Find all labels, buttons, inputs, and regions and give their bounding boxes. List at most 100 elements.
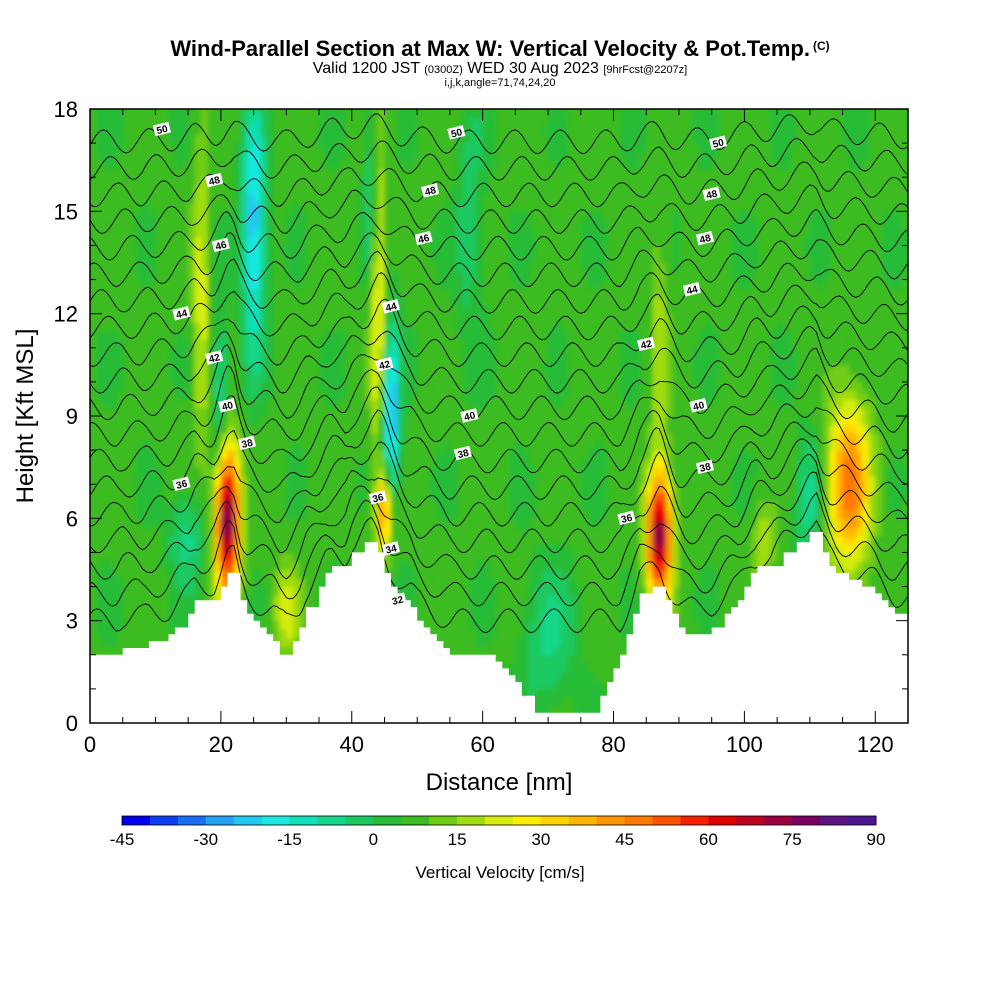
velocity-cell — [639, 484, 647, 494]
velocity-cell — [240, 219, 248, 229]
velocity-cell — [842, 253, 850, 264]
velocity-cell — [194, 535, 202, 545]
velocity-cell — [103, 458, 111, 468]
velocity-cell — [698, 356, 706, 366]
svg-text:48: 48 — [699, 233, 713, 246]
velocity-cell — [443, 339, 451, 349]
velocity-cell — [384, 492, 392, 502]
velocity-cell — [188, 526, 196, 536]
velocity-cell — [96, 484, 104, 494]
velocity-cell — [626, 484, 634, 494]
velocity-cell — [796, 526, 804, 536]
velocity-cell — [463, 185, 471, 195]
velocity-cell — [862, 236, 870, 247]
velocity-cell — [338, 126, 346, 136]
velocity-cell — [659, 339, 667, 349]
velocity-cell — [757, 484, 765, 494]
velocity-cell — [665, 322, 674, 332]
velocity-cell — [705, 595, 713, 605]
velocity-cell — [430, 117, 438, 127]
velocity-cell — [593, 450, 602, 460]
colorbar-swatch — [261, 816, 290, 825]
velocity-cell — [142, 339, 150, 349]
velocity-cell — [554, 637, 562, 647]
contour-label: 40 — [218, 398, 237, 413]
velocity-cell — [639, 143, 647, 153]
velocity-cell — [809, 424, 817, 434]
velocity-cell — [901, 236, 908, 247]
velocity-cell — [764, 484, 772, 494]
velocity-cell — [377, 339, 386, 349]
velocity-cell — [855, 364, 863, 374]
velocity-cell — [881, 578, 889, 588]
velocity-cell — [672, 603, 680, 613]
velocity-cell — [489, 595, 497, 605]
velocity-cell — [96, 603, 104, 613]
velocity-cell — [391, 484, 399, 494]
velocity-cell — [561, 390, 569, 400]
velocity-cell — [175, 390, 183, 400]
velocity-cell — [377, 330, 386, 340]
velocity-cell — [391, 381, 399, 392]
velocity-cell — [469, 492, 477, 502]
velocity-cell — [436, 245, 444, 255]
velocity-cell — [286, 219, 294, 229]
velocity-cell — [901, 578, 908, 588]
velocity-cell — [436, 373, 444, 383]
velocity-cell — [469, 305, 477, 315]
velocity-cell — [449, 458, 458, 468]
colorbar-swatch — [680, 816, 709, 825]
velocity-cell — [188, 603, 196, 613]
velocity-cell — [96, 373, 104, 383]
velocity-cell — [875, 441, 883, 451]
velocity-cell — [384, 117, 392, 127]
velocity-cell — [849, 219, 857, 229]
velocity-cell — [541, 543, 549, 554]
velocity-cell — [587, 160, 595, 170]
velocity-cell — [384, 501, 392, 511]
velocity-cell — [822, 347, 831, 357]
velocity-cell — [175, 543, 183, 554]
velocity-cell — [790, 245, 798, 255]
velocity-cell — [135, 629, 143, 639]
velocity-cell — [888, 356, 896, 366]
velocity-cell — [888, 126, 896, 136]
velocity-cell — [410, 586, 418, 596]
contour-label: 46 — [211, 237, 230, 253]
velocity-cell — [391, 373, 399, 383]
velocity-cell — [665, 416, 674, 426]
velocity-cell — [633, 109, 641, 119]
velocity-cell — [809, 450, 817, 460]
velocity-cell — [600, 143, 608, 153]
velocity-cell — [620, 253, 628, 264]
velocity-cell — [292, 279, 300, 289]
velocity-cell — [358, 364, 366, 374]
velocity-cell — [233, 245, 242, 255]
svg-text:42: 42 — [640, 339, 654, 352]
velocity-cell — [220, 441, 229, 451]
velocity-cell — [750, 373, 759, 383]
velocity-cell — [901, 492, 908, 502]
velocity-cell — [672, 467, 680, 477]
velocity-cell — [737, 271, 745, 281]
velocity-cell — [364, 177, 372, 187]
velocity-cell — [855, 501, 863, 511]
velocity-cell — [620, 390, 628, 400]
velocity-cell — [567, 620, 575, 630]
velocity-cell — [181, 151, 189, 161]
velocity-cell — [404, 245, 412, 255]
velocity-cell — [142, 347, 150, 357]
velocity-cell — [561, 492, 569, 502]
velocity-cell — [770, 219, 778, 229]
velocity-cell — [286, 373, 294, 383]
velocity-cell — [260, 228, 268, 238]
velocity-cell — [777, 245, 785, 255]
velocity-cell — [770, 458, 778, 468]
velocity-cell — [214, 330, 222, 340]
velocity-cell — [201, 347, 209, 357]
velocity-cell — [639, 126, 647, 136]
velocity-cell — [849, 262, 857, 272]
velocity-cell — [96, 245, 104, 255]
velocity-cell — [194, 211, 202, 221]
velocity-cell — [286, 552, 294, 562]
